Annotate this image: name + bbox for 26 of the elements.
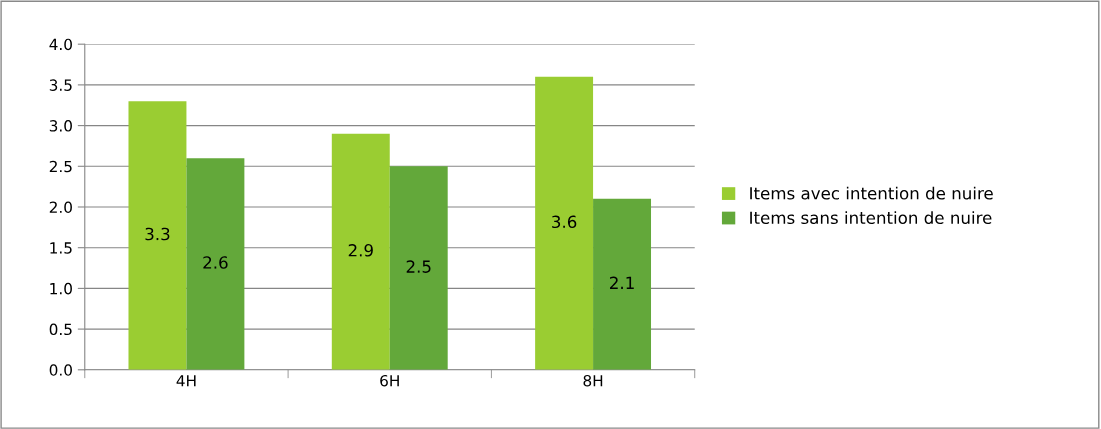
data-label: 3.3 <box>145 227 170 241</box>
data-label: 2.6 <box>203 256 228 269</box>
y-tick-label: 3.0 <box>49 120 72 132</box>
x-tick-label: 4H <box>176 375 196 387</box>
data-label: 2.1 <box>610 276 634 289</box>
bar <box>186 158 245 370</box>
data-label: 2.9 <box>348 243 373 257</box>
y-tick-label: 0.0 <box>49 364 72 376</box>
legend-label: Items sans intention de nuire <box>750 211 992 225</box>
y-tick-label: 2.5 <box>49 160 72 173</box>
legend-label: Items avec intention de nuire <box>750 186 993 200</box>
y-tick-label: 0.5 <box>49 323 72 336</box>
x-tick-label: 8H <box>583 374 603 387</box>
x-tick-label: 6H <box>380 374 399 387</box>
bar <box>593 198 652 370</box>
y-tick-label: 2.0 <box>49 201 72 214</box>
data-label: 3.6 <box>552 215 577 229</box>
y-tick-label: 4.0 <box>49 38 72 51</box>
y-tick-label: 1.5 <box>50 242 72 254</box>
data-label: 2.5 <box>406 260 431 273</box>
bar <box>128 101 187 370</box>
bar <box>389 166 448 370</box>
bar <box>331 133 390 370</box>
y-tick-label: 3.5 <box>49 79 72 91</box>
y-tick-label: 1.0 <box>50 282 72 295</box>
bar <box>535 76 594 370</box>
